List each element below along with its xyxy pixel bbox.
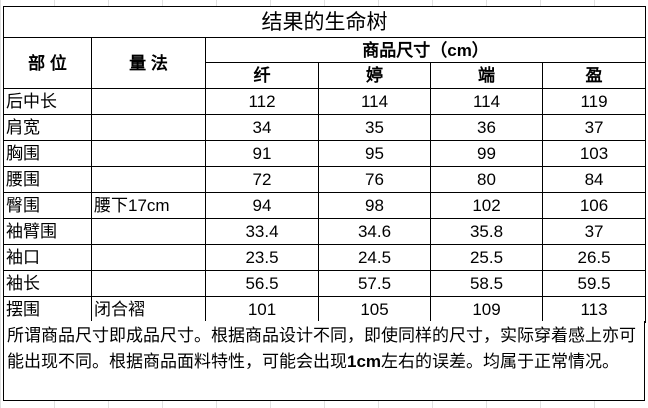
note-text: 所谓商品尺寸即成品尺寸。根据商品设计不同，即使同样的尺寸，实际穿着感上亦可能出现… bbox=[7, 326, 636, 371]
row-part: 袖长 bbox=[3, 270, 92, 297]
table-row: 胸围 91 95 99 103 bbox=[3, 140, 647, 167]
row-value: 101 bbox=[205, 296, 319, 323]
row-value: 105 bbox=[318, 296, 431, 323]
table-row: 摆围 闭合褶 101 105 109 113 bbox=[3, 296, 647, 323]
table-row: 袖口 23.5 24.5 25.5 26.5 bbox=[3, 244, 647, 271]
header-size: 盈 bbox=[541, 62, 647, 89]
header-size-group: 商品尺寸（cm） bbox=[204, 37, 647, 63]
row-value: 37 bbox=[541, 114, 647, 141]
row-value: 114 bbox=[318, 88, 431, 115]
row-value: 25.5 bbox=[430, 244, 543, 271]
row-part: 肩宽 bbox=[3, 114, 92, 141]
row-value: 98 bbox=[318, 192, 431, 219]
header-size: 端 bbox=[430, 62, 543, 89]
header-method: 量 法 bbox=[91, 37, 206, 89]
row-method: 腰下17cm bbox=[91, 192, 206, 219]
row-part: 袖臂围 bbox=[3, 218, 92, 245]
row-value: 84 bbox=[541, 166, 647, 193]
row-value: 103 bbox=[541, 140, 647, 167]
row-part: 后中长 bbox=[3, 88, 92, 115]
row-value: 23.5 bbox=[205, 244, 319, 271]
row-value: 109 bbox=[430, 296, 543, 323]
row-value: 26.5 bbox=[541, 244, 647, 271]
table-row: 肩宽 34 35 36 37 bbox=[3, 114, 647, 141]
row-value: 34.6 bbox=[318, 218, 431, 245]
row-value: 91 bbox=[205, 140, 319, 167]
table-title: 结果的生命树 bbox=[2, 6, 647, 38]
row-value: 57.5 bbox=[318, 270, 431, 297]
table-row: 袖臂围 33.4 34.6 35.8 37 bbox=[3, 218, 647, 245]
header-size: 婷 bbox=[318, 62, 431, 89]
table-row: 腰围 72 76 80 84 bbox=[3, 166, 647, 193]
row-value: 58.5 bbox=[430, 270, 543, 297]
row-value: 72 bbox=[205, 166, 319, 193]
row-value: 114 bbox=[430, 88, 543, 115]
row-method bbox=[91, 270, 206, 297]
size-table: 结果的生命树 部 位 量 法 商品尺寸（cm） 纤 婷 端 盈 后中长 112 11… bbox=[2, 6, 647, 323]
row-value: 33.4 bbox=[205, 218, 319, 245]
row-value: 95 bbox=[318, 140, 431, 167]
row-method bbox=[91, 140, 206, 167]
row-value: 76 bbox=[318, 166, 431, 193]
row-value: 36 bbox=[430, 114, 543, 141]
row-part: 腰围 bbox=[3, 166, 92, 193]
row-value: 106 bbox=[541, 192, 647, 219]
note-text-end: 左右的误差。均属于正常情况。 bbox=[381, 352, 620, 371]
row-value: 113 bbox=[541, 296, 647, 323]
row-value: 56.5 bbox=[205, 270, 319, 297]
row-value: 99 bbox=[430, 140, 543, 167]
row-value: 102 bbox=[430, 192, 543, 219]
row-part: 胸围 bbox=[3, 140, 92, 167]
header-size: 纤 bbox=[205, 62, 319, 89]
row-part: 臀围 bbox=[3, 192, 92, 219]
header-part: 部 位 bbox=[3, 37, 92, 89]
row-value: 35.8 bbox=[430, 218, 543, 245]
table-row: 后中长 112 114 114 119 bbox=[3, 88, 647, 115]
row-method bbox=[91, 114, 206, 141]
row-value: 59.5 bbox=[541, 270, 647, 297]
row-value: 34 bbox=[205, 114, 319, 141]
row-value: 37 bbox=[541, 218, 647, 245]
size-note: 所谓商品尺寸即成品尺寸。根据商品设计不同，即使同样的尺寸，实际穿着感上亦可能出现… bbox=[3, 321, 645, 401]
row-method bbox=[91, 88, 206, 115]
note-bold: 1cm bbox=[347, 352, 382, 371]
table-row: 臀围 腰下17cm 94 98 102 106 bbox=[3, 192, 647, 219]
row-method bbox=[91, 166, 206, 193]
row-value: 24.5 bbox=[318, 244, 431, 271]
row-part: 摆围 bbox=[3, 296, 92, 323]
row-value: 119 bbox=[541, 88, 647, 115]
table-row: 袖长 56.5 57.5 58.5 59.5 bbox=[3, 270, 647, 297]
row-method bbox=[91, 218, 206, 245]
row-method: 闭合褶 bbox=[91, 296, 206, 323]
row-method bbox=[91, 244, 206, 271]
row-value: 112 bbox=[205, 88, 319, 115]
row-value: 94 bbox=[205, 192, 319, 219]
row-part: 袖口 bbox=[3, 244, 92, 271]
row-value: 80 bbox=[430, 166, 543, 193]
row-value: 35 bbox=[318, 114, 431, 141]
